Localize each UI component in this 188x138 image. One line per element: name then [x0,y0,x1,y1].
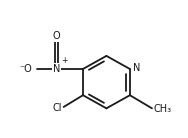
Text: O: O [53,31,61,41]
Text: N: N [53,64,60,74]
Text: ⁻O: ⁻O [19,64,32,74]
Text: +: + [61,55,67,65]
Text: CH₃: CH₃ [153,104,171,114]
Text: N: N [133,63,141,73]
Text: Cl: Cl [53,103,62,113]
